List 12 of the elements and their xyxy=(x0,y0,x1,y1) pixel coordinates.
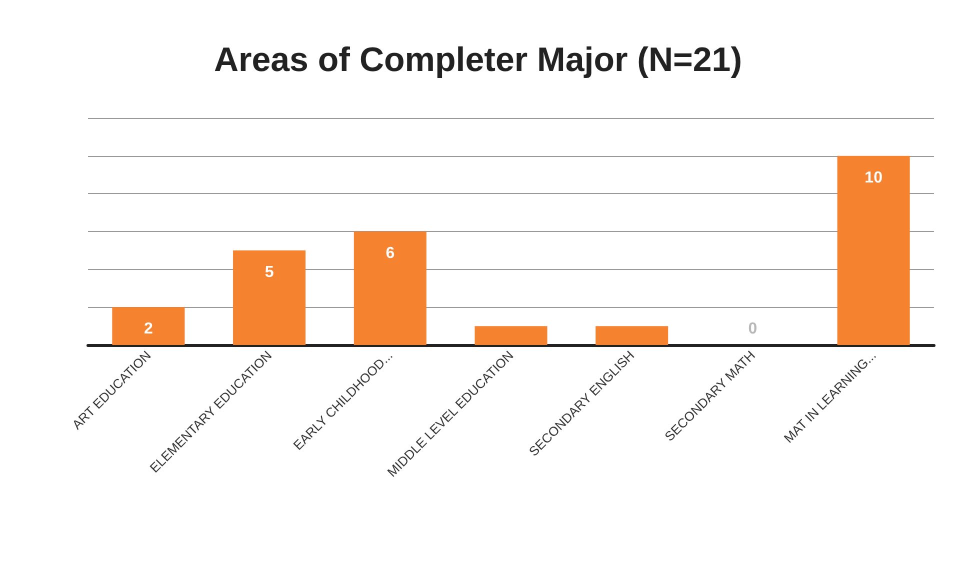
data-label: 2 xyxy=(144,320,153,338)
bar xyxy=(837,156,910,345)
bar xyxy=(474,326,548,345)
data-label: 10 xyxy=(864,169,883,186)
data-label: 5 xyxy=(264,264,274,281)
chart-title: Areas of Completer Major (N=21) xyxy=(214,41,742,79)
bar xyxy=(233,250,306,345)
bar xyxy=(596,326,668,345)
data-label: 6 xyxy=(386,245,395,262)
bar xyxy=(112,307,185,345)
bar xyxy=(354,232,426,345)
data-label: 0 xyxy=(748,320,758,338)
